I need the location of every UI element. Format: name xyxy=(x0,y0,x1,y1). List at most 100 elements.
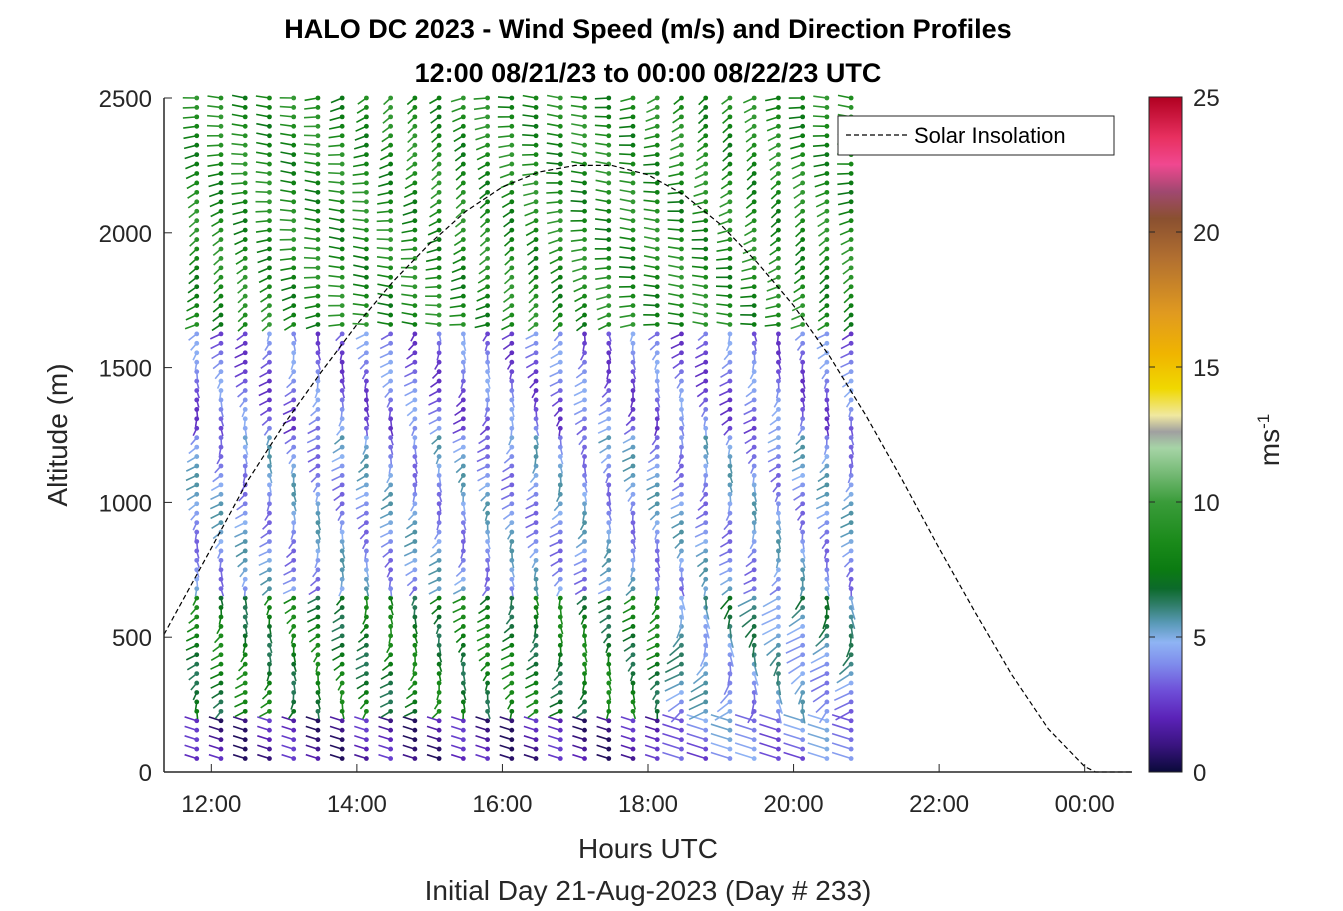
wind-barb-station xyxy=(339,237,345,242)
wind-barb-station xyxy=(436,293,442,299)
wind-barb xyxy=(502,463,515,473)
wind-barb-station xyxy=(533,369,539,375)
wind-barb xyxy=(501,671,515,680)
wind-barb-station xyxy=(364,727,369,733)
wind-barb-station xyxy=(485,576,490,582)
wind-barb xyxy=(208,744,224,752)
wind-barb-station xyxy=(727,652,733,658)
wind-barb-station xyxy=(460,369,466,375)
wind-barb xyxy=(431,708,442,719)
wind-barb-station xyxy=(267,265,272,271)
wind-barb xyxy=(259,284,272,293)
wind-barb-station xyxy=(436,331,442,337)
wind-barb xyxy=(304,95,321,102)
wind-barb xyxy=(291,331,297,342)
wind-barb-station xyxy=(703,105,709,110)
wind-barb-station xyxy=(267,189,272,195)
wind-barb xyxy=(703,595,709,611)
wind-barb-station xyxy=(727,369,733,375)
wind-barb-station xyxy=(557,633,563,639)
wind-barb-station xyxy=(630,642,636,648)
wind-barb xyxy=(667,302,684,308)
wind-barb xyxy=(378,753,394,761)
wind-barb-station xyxy=(291,246,297,252)
wind-barb-station xyxy=(679,576,684,582)
wind-barb xyxy=(377,311,394,318)
wind-barb-station xyxy=(485,331,490,337)
wind-barb xyxy=(194,406,200,418)
wind-barb xyxy=(328,198,345,205)
wind-barb-station xyxy=(339,463,345,469)
wind-barb xyxy=(598,406,612,416)
wind-barb xyxy=(261,312,272,323)
wind-barb xyxy=(284,557,297,567)
wind-barb xyxy=(379,340,394,350)
wind-barb xyxy=(434,529,442,540)
wind-barb xyxy=(600,624,612,634)
wind-barb-station xyxy=(242,737,248,743)
wind-barb xyxy=(533,576,539,587)
wind-barb-station xyxy=(557,246,563,252)
wind-barb-station xyxy=(339,293,345,299)
wind-barb xyxy=(457,473,466,484)
wind-barb xyxy=(622,633,636,642)
wind-barb xyxy=(315,369,321,380)
wind-barb xyxy=(597,312,612,321)
wind-barb-station xyxy=(509,699,515,705)
wind-barb xyxy=(654,529,660,540)
wind-barb xyxy=(645,114,660,122)
wind-barb-station xyxy=(485,322,490,327)
wind-barb-station xyxy=(315,369,321,375)
wind-barb xyxy=(382,114,394,124)
wind-barb-station xyxy=(242,425,248,431)
wind-barb xyxy=(667,180,684,186)
wind-barb-station xyxy=(339,180,345,186)
wind-barb xyxy=(644,725,660,733)
wind-barb xyxy=(339,359,345,370)
wind-barb-station xyxy=(727,463,733,469)
wind-barb xyxy=(377,199,394,205)
wind-barb xyxy=(406,350,418,360)
wind-barb-station xyxy=(727,661,733,667)
wind-barb-station xyxy=(460,746,466,752)
wind-barb xyxy=(364,557,369,569)
wind-barb xyxy=(186,180,200,190)
wind-barb-station xyxy=(364,105,369,110)
wind-barb xyxy=(406,520,418,530)
wind-barb xyxy=(412,473,418,484)
wind-barb xyxy=(379,520,394,529)
wind-barb xyxy=(186,454,200,463)
wind-barb-station xyxy=(727,142,733,148)
wind-barb-station xyxy=(194,425,200,431)
wind-barb xyxy=(744,567,757,577)
wind-barb-station xyxy=(315,444,321,450)
wind-barb xyxy=(231,142,248,148)
wind-barb xyxy=(242,416,248,427)
wind-barb-station xyxy=(412,746,418,752)
wind-barb xyxy=(651,605,660,616)
wind-barb xyxy=(267,642,273,654)
wind-barb-station xyxy=(412,680,418,686)
wind-barb xyxy=(307,454,321,463)
wind-barb-staff xyxy=(710,742,731,750)
wind-barb-station xyxy=(509,378,515,384)
wind-barb xyxy=(690,680,709,693)
wind-barb xyxy=(401,293,418,299)
wind-barb-station xyxy=(364,708,369,714)
wind-barb-station xyxy=(339,350,345,356)
wind-barb xyxy=(339,690,345,701)
wind-barb-station xyxy=(533,680,539,686)
wind-barb-station xyxy=(194,746,200,752)
wind-barb-station xyxy=(412,189,418,195)
wind-barb xyxy=(212,699,224,709)
wind-barb xyxy=(436,491,443,503)
wind-barb-station xyxy=(315,378,321,384)
wind-barb xyxy=(572,725,587,733)
wind-barb-station xyxy=(315,690,321,695)
wind-barb xyxy=(232,753,248,761)
wind-barb-station xyxy=(388,274,394,280)
wind-barb-station xyxy=(436,690,442,695)
wind-barb-station xyxy=(727,727,733,733)
wind-barb xyxy=(460,369,466,380)
wind-barb xyxy=(388,454,394,465)
